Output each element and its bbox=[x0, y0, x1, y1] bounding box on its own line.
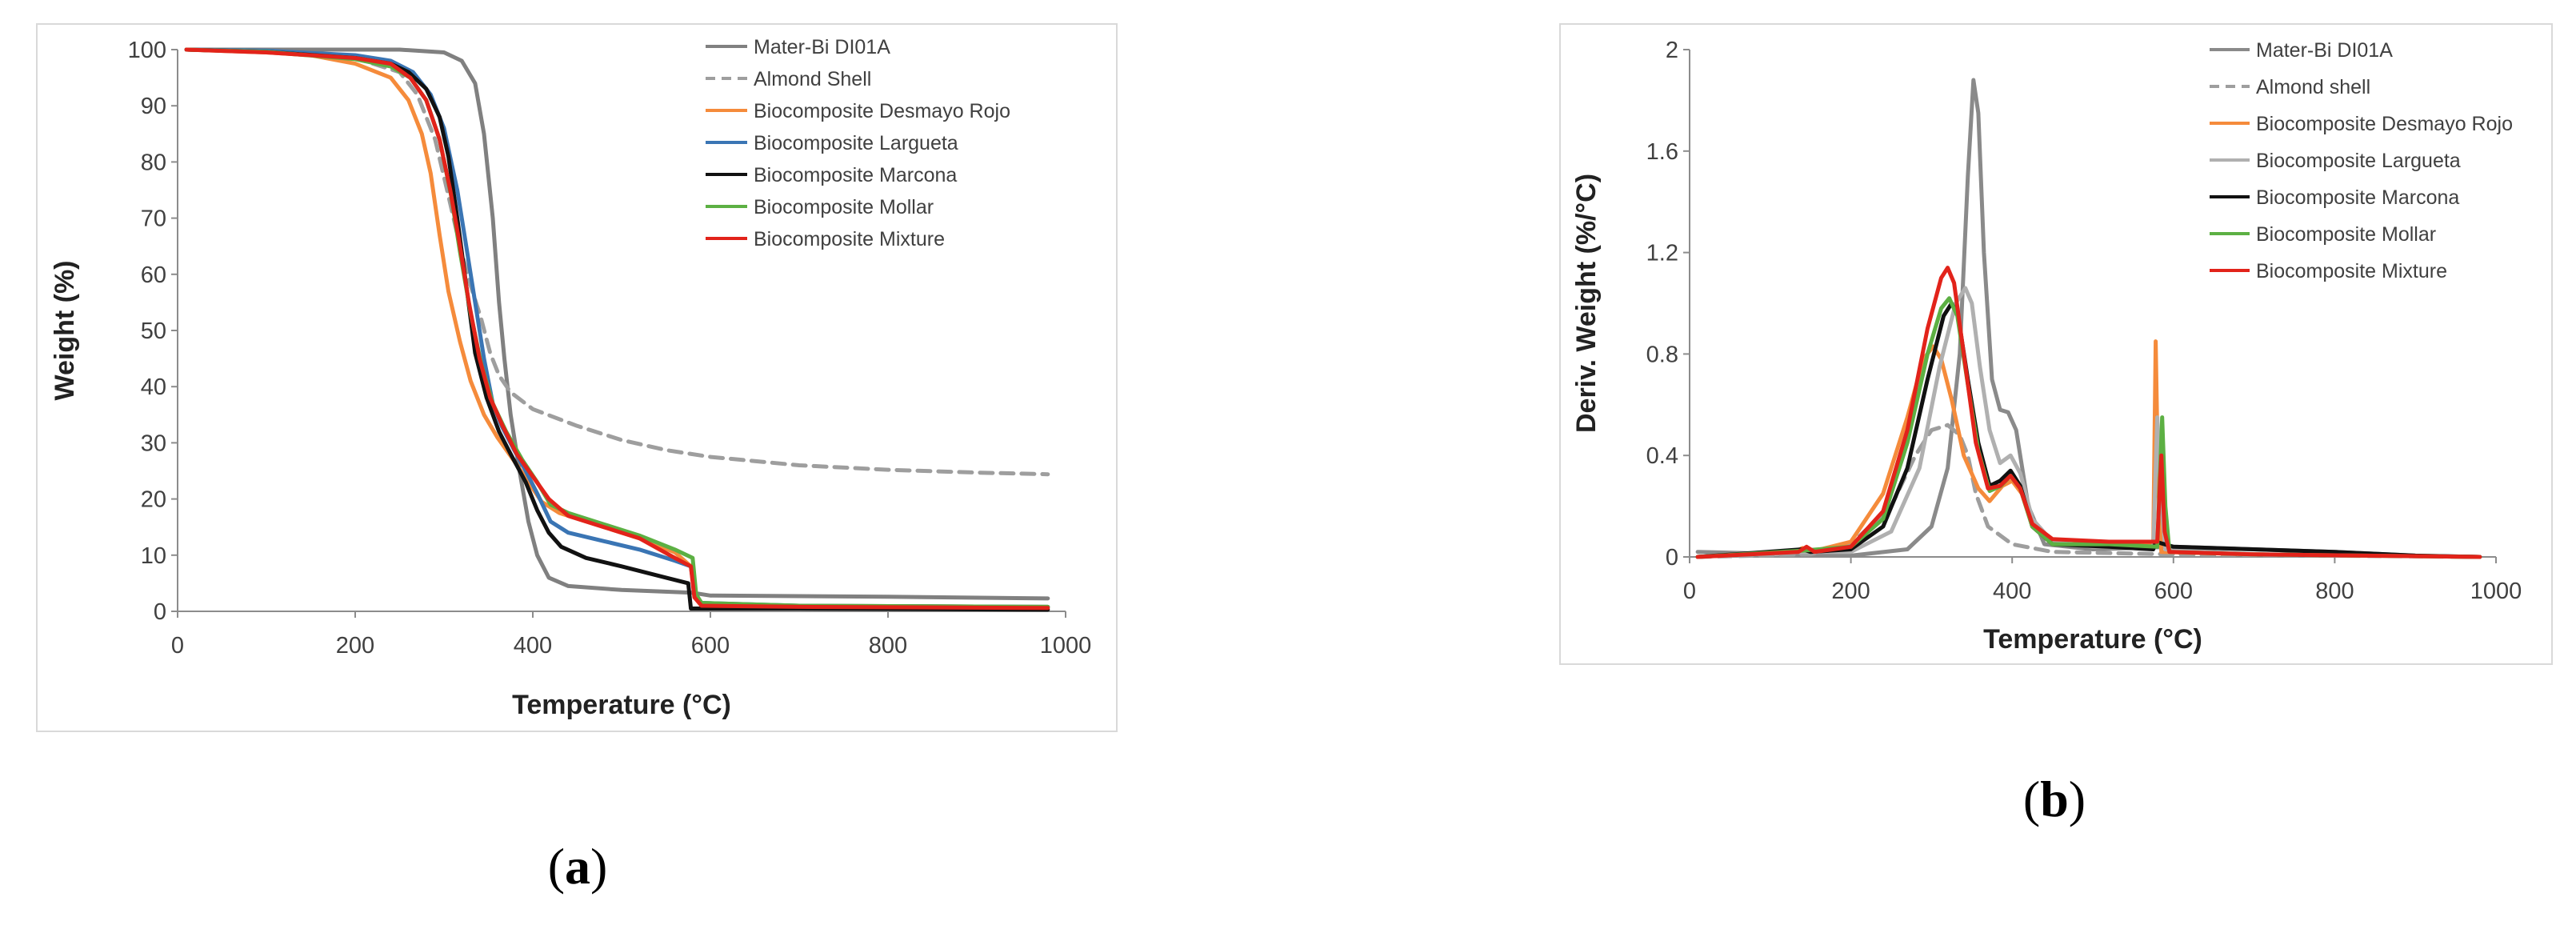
chart-a-y-tick-label: 0 bbox=[154, 599, 166, 625]
chart-b-y-tick-label: 0.4 bbox=[1646, 443, 1678, 469]
chart-a-x-axis-title: Temperature (°C) bbox=[512, 690, 731, 720]
chart-a-y-tick-label: 40 bbox=[141, 374, 166, 400]
chart-b-legend-label: Almond shell bbox=[2256, 76, 2370, 98]
chart-b-y-tick-label: 0 bbox=[1666, 545, 1678, 571]
chart-a-x-tick-label: 400 bbox=[514, 633, 552, 659]
chart-a-series-line-5 bbox=[184, 47, 1050, 612]
chart-b-legend-label: Biocomposite Mollar bbox=[2256, 223, 2436, 246]
chart-a-legend-label: Mater-Bi DI01A bbox=[754, 36, 890, 58]
chart-b-x-axis-title: Temperature (°C) bbox=[1983, 624, 2202, 655]
chart-a-x-tick-label: 200 bbox=[336, 633, 374, 659]
chart-a-legend-label: Biocomposite Mixture bbox=[754, 228, 945, 250]
chart-b-x-tick-label: 0 bbox=[1683, 579, 1696, 604]
chart-b-x-tick-label: 600 bbox=[2154, 579, 2193, 604]
chart-a-y-tick-label: 30 bbox=[141, 430, 166, 456]
chart-b-y-tick-label: 0.8 bbox=[1646, 342, 1678, 367]
chart-b-y-tick-label: 1.6 bbox=[1646, 139, 1678, 165]
chart-a-x-tick-label: 0 bbox=[171, 633, 184, 659]
chart-a-y-axis-title: Weight (%) bbox=[50, 260, 80, 400]
chart-a-y-tick-label: 60 bbox=[141, 262, 166, 288]
chart-a-y-tick-label: 100 bbox=[128, 38, 166, 63]
chart-a-y-tick-label: 10 bbox=[141, 543, 166, 569]
panel-label-b: (b) bbox=[2023, 771, 2086, 827]
chart-b-x-tick-label: 1000 bbox=[2470, 579, 2522, 604]
chart-a-legend-label: Biocomposite Desmayo Rojo bbox=[754, 100, 1010, 122]
chart-a-x-tick-label: 1000 bbox=[1040, 633, 1092, 659]
chart-a-legend-label: Biocomposite Largueta bbox=[754, 132, 958, 154]
chart-b-legend-label: Mater-Bi DI01A bbox=[2256, 39, 2393, 62]
chart-b-series-line-7 bbox=[1695, 266, 2482, 559]
chart-a-y-tick-label: 70 bbox=[141, 206, 166, 232]
chart-a-series-line-2 bbox=[184, 47, 1050, 477]
chart-a-frame bbox=[36, 23, 1118, 732]
chart-a-legend-label: Biocomposite Marcona bbox=[754, 164, 957, 186]
chart-b-series-line-4 bbox=[1695, 286, 2482, 559]
chart-a-x-tick-label: 600 bbox=[691, 633, 730, 659]
chart-b: 0 0.4 0.8 1.2 1.6 2 0 200 400 600 800 1000 Temperatu… bbox=[1571, 38, 2522, 655]
chart-a-y-tick-label: 20 bbox=[141, 487, 166, 513]
chart-b-legend-label: Biocomposite Largueta bbox=[2256, 150, 2461, 172]
chart-b-x-tick-label: 200 bbox=[1831, 579, 1870, 604]
chart-a-legend-label: Almond Shell bbox=[754, 68, 871, 90]
chart-b-y-tick-label: 1.2 bbox=[1646, 241, 1678, 266]
chart-b-y-tick-label: 2 bbox=[1666, 38, 1678, 63]
chart-a-y-tick-label: 90 bbox=[141, 94, 166, 119]
panel-label-a: (a) bbox=[548, 838, 608, 895]
chart-a-legend-label: Biocomposite Mollar bbox=[754, 196, 934, 218]
chart-a-series-line-7 bbox=[184, 47, 1050, 611]
chart-b-legend-label: Biocomposite Mixture bbox=[2256, 260, 2447, 282]
chart-a-series-line-1 bbox=[184, 47, 1050, 601]
chart-a-y-tick-label: 80 bbox=[141, 150, 166, 175]
chart-b-legend-label: Biocomposite Marcona bbox=[2256, 186, 2459, 209]
chart-b-series-line-3 bbox=[1695, 339, 2482, 559]
chart-b-x-tick-label: 400 bbox=[1993, 579, 2031, 604]
chart-b-x-tick-label: 800 bbox=[2315, 579, 2354, 604]
chart-a-x-tick-label: 800 bbox=[869, 633, 907, 659]
chart-a-y-tick-label: 50 bbox=[141, 318, 166, 344]
chart-b-y-axis-title: Deriv. Weight (%/°C) bbox=[1571, 174, 1602, 433]
chart-b-legend-label: Biocomposite Desmayo Rojo bbox=[2256, 113, 2513, 135]
